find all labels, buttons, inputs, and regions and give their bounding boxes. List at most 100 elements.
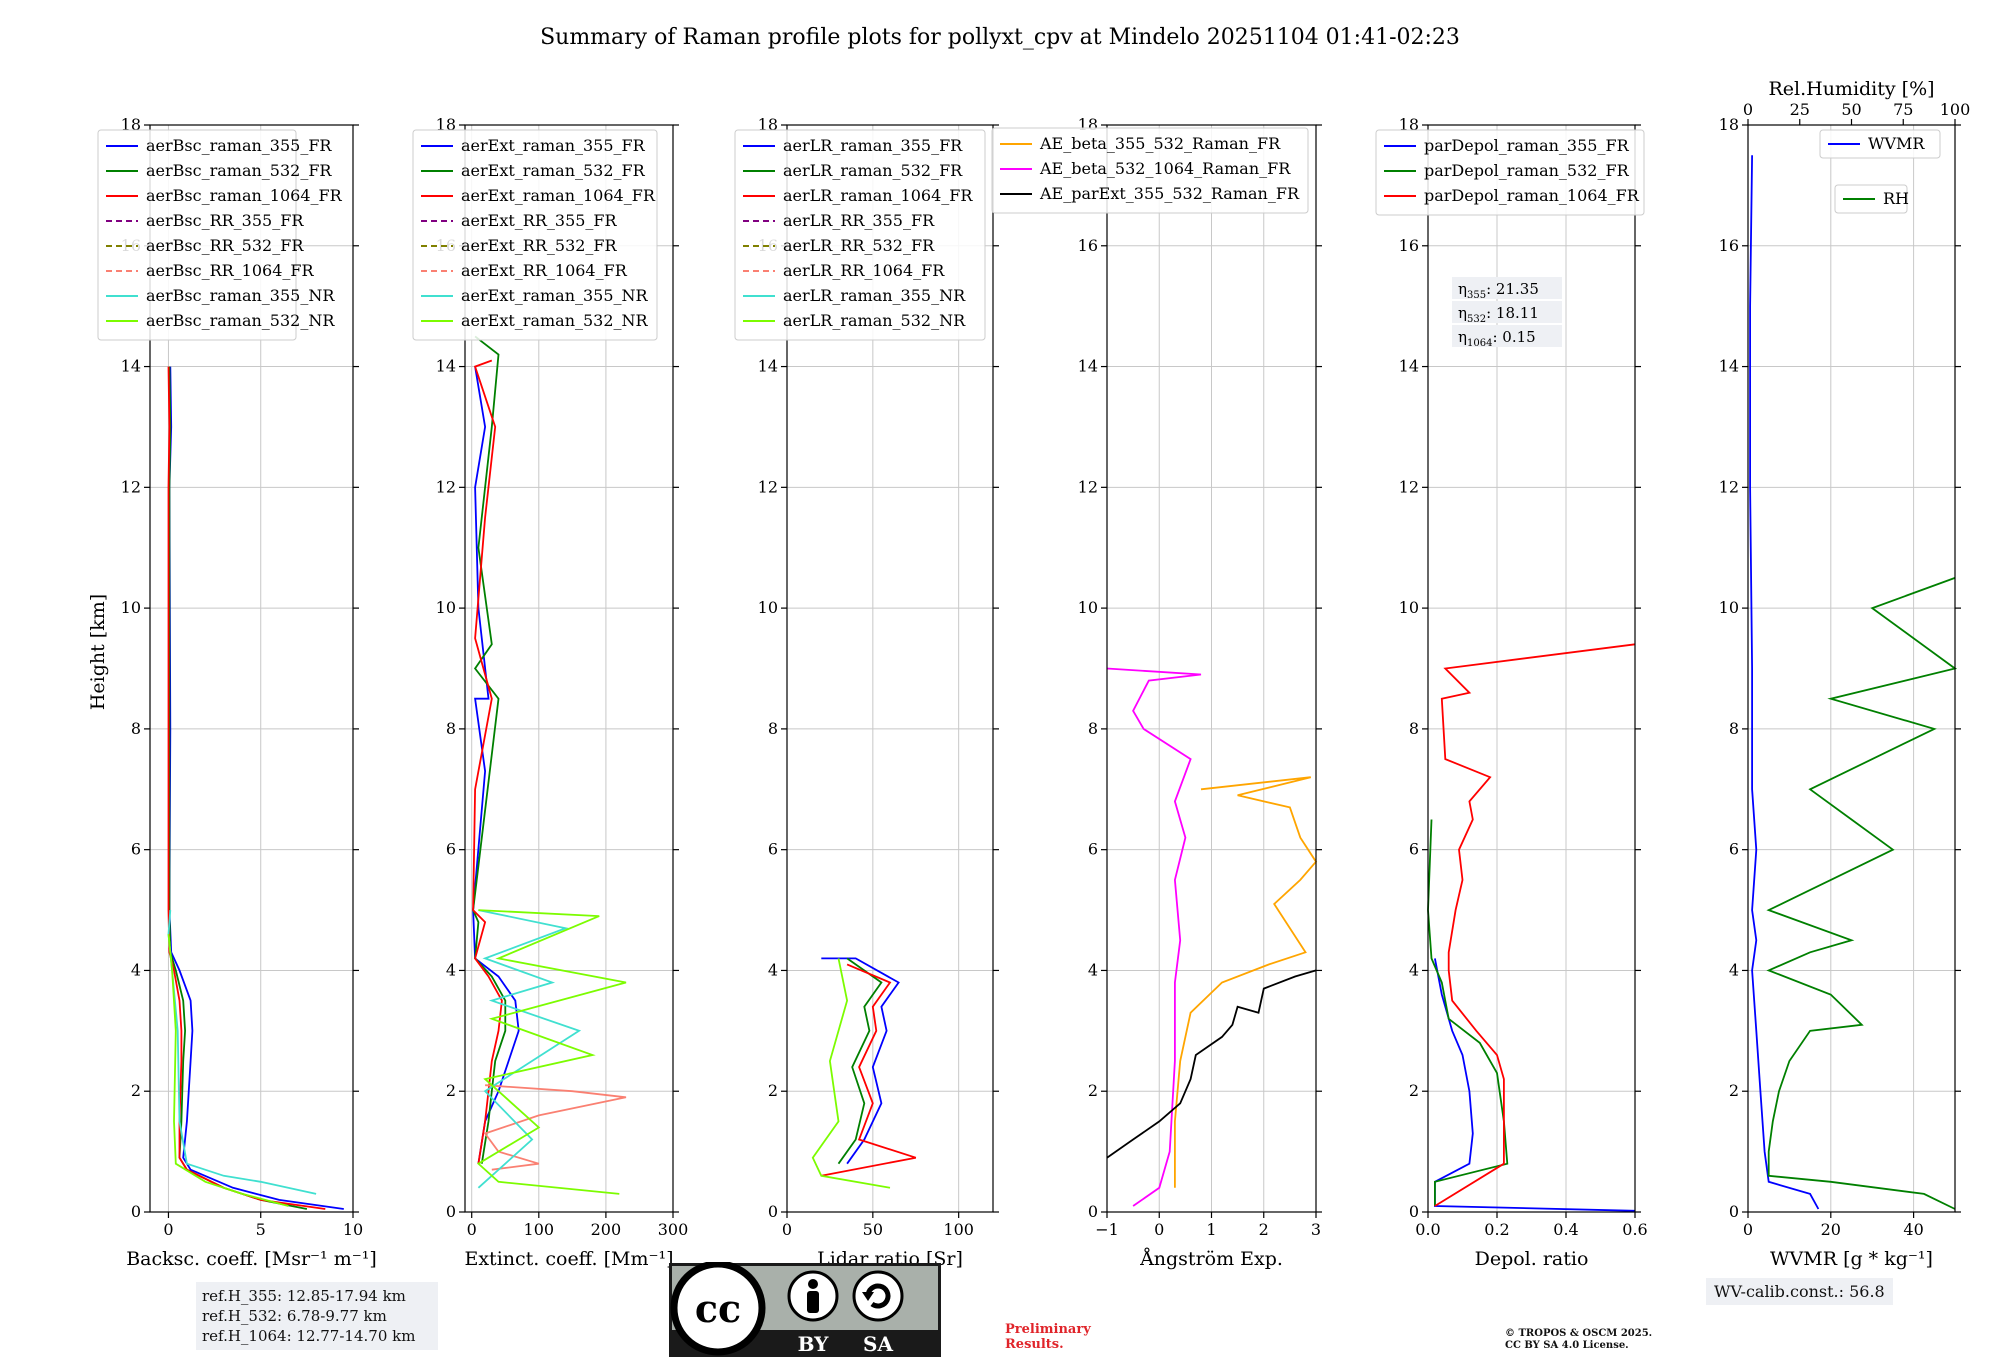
y-tick-label: 12 <box>1078 477 1098 496</box>
y-axis-label: Height [km] <box>87 594 109 710</box>
legend-label: aerExt_raman_355_NR <box>461 286 649 305</box>
legend-label: parDepol_raman_1064_FR <box>1424 186 1640 205</box>
y-tick-label: 2 <box>1088 1081 1098 1100</box>
y-tick-label: 4 <box>446 960 456 979</box>
legend: aerLR_raman_355_FR aerLR_raman_532_FR aerL… <box>734 129 986 341</box>
x-tick-label: 100 <box>943 1220 974 1239</box>
eta-box <box>1452 325 1562 347</box>
series-aerLR_raman_355_FR <box>821 957 900 1165</box>
eta-box <box>1452 301 1562 323</box>
legend-box <box>97 129 297 341</box>
eta-box <box>1452 277 1562 299</box>
y-tick-label: 6 <box>768 840 778 859</box>
y-tick-label: 6 <box>131 840 141 859</box>
legend-label: aerLR_raman_532_NR <box>783 311 966 330</box>
legend-label: aerExt_RR_355_FR <box>461 211 618 230</box>
y-tick-label: 6 <box>446 840 456 859</box>
legend-box <box>1819 129 1941 159</box>
y-tick-label: 10 <box>1719 598 1739 617</box>
legend-label: RH <box>1883 189 1909 208</box>
legend-label: AE_beta_355_532_Raman_FR <box>1039 134 1281 153</box>
panel-lr: 024681012141618050100Lidar ratio [Sr]aer… <box>734 115 999 1270</box>
y-tick-label: 16 <box>1078 236 1098 255</box>
eta-value: η532: 18.11 <box>1458 304 1539 325</box>
legend-box <box>1375 129 1645 216</box>
series-aerLR_raman_1064_FR <box>821 963 917 1177</box>
legend-WVMR: WVMR <box>1819 129 1941 159</box>
x-tick-label: 0.0 <box>1415 1220 1440 1239</box>
y-tick-label: 14 <box>121 357 141 376</box>
legend-RH: RH <box>1834 184 1909 214</box>
series-RH <box>1766 577 1958 1210</box>
x-tick-label: 300 <box>658 1220 689 1239</box>
y-tick-label: 10 <box>758 598 778 617</box>
x-tick-label: 3 <box>1311 1220 1321 1239</box>
x-tick-label: 0 <box>467 1220 477 1239</box>
legend-label: aerLR_RR_532_FR <box>783 236 935 255</box>
y-tick-label: 14 <box>758 357 778 376</box>
x-tick-label: 0.6 <box>1622 1220 1647 1239</box>
x-tick-label: 0 <box>163 1220 173 1239</box>
copyright-note: © TROPOS & OSCM 2025. CC BY SA 4.0 Licen… <box>1505 1328 1653 1351</box>
x-tick-label: 0.4 <box>1553 1220 1578 1239</box>
x-tick-label: 20 <box>1821 1220 1841 1239</box>
series-aerBsc_raman_532_NR <box>167 934 289 1207</box>
x-axis-label: Extinct. coeff. [Mm⁻¹] <box>464 1248 673 1270</box>
x-axis-label: Ångström Exp. <box>1139 1248 1283 1270</box>
y-tick-label: 4 <box>1088 960 1098 979</box>
x-tick-label: −1 <box>1095 1220 1119 1239</box>
y-tick-label: 14 <box>436 357 456 376</box>
ref-height-532: ref.H_532: 6.78-9.77 km <box>202 1307 387 1325</box>
legend-box <box>412 129 658 341</box>
legend-label: aerLR_RR_1064_FR <box>783 261 945 280</box>
y-tick-label: 0 <box>1088 1202 1098 1221</box>
eta-annotations: η355: 21.35 η532: 18.11 η1064: 0.15 <box>1452 277 1562 349</box>
y-tick-label: 10 <box>121 598 141 617</box>
figure-title: Summary of Raman profile plots for polly… <box>540 25 1460 50</box>
preliminary-results-note: Preliminary Results. <box>1005 1322 1091 1352</box>
axes-frame <box>464 124 674 1213</box>
y-tick-label: 8 <box>1729 719 1739 738</box>
panel-bsc: 0246810121416180510Backsc. coeff. [Msr⁻¹… <box>97 115 377 1270</box>
series-parDepol_raman_1064_FR <box>1434 643 1636 1207</box>
y-tick-label: 10 <box>1078 598 1098 617</box>
series-aerExt_RR_1064_FR <box>483 1084 627 1171</box>
legend-label: parDepol_raman_355_FR <box>1424 136 1630 155</box>
x-axis-label: Depol. ratio <box>1475 1248 1589 1270</box>
y-tick-label: 18 <box>1719 115 1739 134</box>
y-tick-label: 12 <box>1399 477 1419 496</box>
y-tick-label: 0 <box>768 1202 778 1221</box>
y-tick-label: 2 <box>1729 1081 1739 1100</box>
legend: aerExt_raman_355_FR aerExt_raman_532_FRae… <box>412 129 658 341</box>
y-tick-label: 10 <box>436 598 456 617</box>
series-aerBsc_raman_1064_FR <box>167 366 326 1210</box>
legend-label: aerLR_raman_532_FR <box>783 161 963 180</box>
y-tick-label: 10 <box>1399 598 1419 617</box>
x-tick-label: 0 <box>782 1220 792 1239</box>
top-x-tick-label: 0 <box>1743 100 1753 119</box>
series-aerExt_raman_532_NR <box>476 909 627 1195</box>
panel-ext: 0246810121416180100200300Extinct. coeff.… <box>412 115 689 1270</box>
share-alike-icon <box>852 1270 904 1322</box>
legend: aerBsc_raman_355_FR aerBsc_raman_532_FRae… <box>97 129 343 341</box>
legend-label: aerExt_RR_532_FR <box>461 236 618 255</box>
y-tick-label: 2 <box>1409 1081 1419 1100</box>
y-tick-label: 4 <box>1729 960 1739 979</box>
y-tick-label: 8 <box>131 719 141 738</box>
x-tick-label: 5 <box>256 1220 266 1239</box>
series-aerExt_raman_355_NR <box>477 909 582 1189</box>
legend-label: aerLR_raman_355_FR <box>783 136 963 155</box>
y-tick-label: 4 <box>131 960 141 979</box>
legend-label: aerExt_raman_532_NR <box>461 311 649 330</box>
y-tick-label: 12 <box>1719 477 1739 496</box>
x-tick-label: 100 <box>524 1220 555 1239</box>
legend-label: WVMR <box>1868 134 1925 153</box>
series-AE_beta_532_1064_Raman_FR <box>1106 667 1202 1207</box>
eta-value: η355: 21.35 <box>1458 280 1539 301</box>
legend-label: aerBsc_RR_1064_FR <box>146 261 315 280</box>
cc-text: cc <box>695 1286 741 1331</box>
top-axis-label: Rel.Humidity [%] <box>1768 78 1934 100</box>
